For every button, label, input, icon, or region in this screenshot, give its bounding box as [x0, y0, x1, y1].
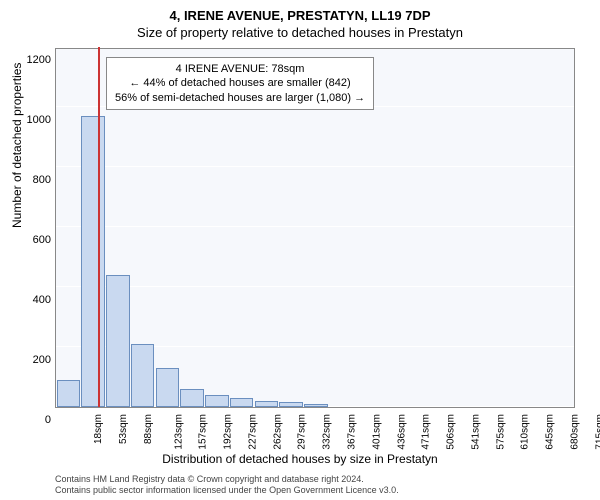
- grid-line: [56, 166, 574, 167]
- grid-line: [56, 226, 574, 227]
- annotation-line3: 56% of semi-detached houses are larger (…: [115, 91, 365, 105]
- x-tick-label: 157sqm: [198, 414, 209, 450]
- chart-container: 4, IRENE AVENUE, PRESTATYN, LL19 7DP Siz…: [0, 0, 600, 500]
- x-tick-label: 123sqm: [173, 414, 184, 450]
- histogram-bar: [57, 380, 81, 407]
- x-tick-label: 506sqm: [446, 414, 457, 450]
- x-tick-label: 18sqm: [93, 414, 104, 444]
- property-marker-line: [98, 47, 100, 407]
- y-tick-label: 1200: [11, 54, 51, 66]
- x-tick-label: 471sqm: [421, 414, 432, 450]
- histogram-bar: [230, 398, 254, 407]
- x-tick-label: 401sqm: [371, 414, 382, 450]
- x-tick-label: 541sqm: [470, 414, 481, 450]
- x-axis-label: Distribution of detached houses by size …: [0, 452, 600, 466]
- histogram-bar: [131, 344, 155, 407]
- chart-area: 4 IRENE AVENUE: 78sqm ← 44% of detached …: [55, 48, 575, 408]
- y-tick-label: 200: [11, 354, 51, 366]
- histogram-bar: [304, 404, 328, 407]
- histogram-bar: [255, 401, 279, 407]
- x-tick-label: 332sqm: [322, 414, 333, 450]
- footer-line2: Contains public sector information licen…: [55, 485, 399, 496]
- x-tick-label: 715sqm: [594, 414, 600, 450]
- footer-line1: Contains HM Land Registry data © Crown c…: [55, 474, 399, 485]
- x-tick-label: 227sqm: [248, 414, 259, 450]
- x-tick-label: 88sqm: [143, 414, 154, 444]
- grid-line: [56, 286, 574, 287]
- annotation-line2: ← 44% of detached houses are smaller (84…: [115, 76, 365, 90]
- annotation-line1: 4 IRENE AVENUE: 78sqm: [115, 62, 365, 76]
- title-address: 4, IRENE AVENUE, PRESTATYN, LL19 7DP: [0, 0, 600, 23]
- y-axis-label: Number of detached properties: [10, 63, 24, 228]
- plot-area: 4 IRENE AVENUE: 78sqm ← 44% of detached …: [55, 48, 575, 408]
- x-tick-label: 436sqm: [396, 414, 407, 450]
- histogram-bar: [180, 389, 204, 407]
- y-tick-label: 600: [11, 234, 51, 246]
- histogram-bar: [106, 275, 130, 407]
- x-tick-label: 262sqm: [272, 414, 283, 450]
- x-tick-label: 680sqm: [569, 414, 580, 450]
- histogram-bar: [81, 116, 105, 407]
- y-tick-label: 400: [11, 294, 51, 306]
- y-tick-label: 0: [11, 414, 51, 426]
- x-tick-label: 610sqm: [520, 414, 531, 450]
- footer-attribution: Contains HM Land Registry data © Crown c…: [55, 474, 399, 496]
- histogram-bar: [205, 395, 229, 407]
- x-tick-label: 297sqm: [297, 414, 308, 450]
- histogram-bar: [156, 368, 180, 407]
- y-tick-label: 800: [11, 174, 51, 186]
- x-tick-label: 53sqm: [118, 414, 129, 444]
- y-tick-label: 1000: [11, 114, 51, 126]
- x-tick-label: 645sqm: [545, 414, 556, 450]
- grid-line: [56, 46, 574, 47]
- x-tick-label: 192sqm: [223, 414, 234, 450]
- histogram-bar: [279, 402, 303, 407]
- annotation-box: 4 IRENE AVENUE: 78sqm ← 44% of detached …: [106, 57, 374, 110]
- x-tick-label: 367sqm: [347, 414, 358, 450]
- x-tick-label: 575sqm: [495, 414, 506, 450]
- title-subtitle: Size of property relative to detached ho…: [0, 23, 600, 40]
